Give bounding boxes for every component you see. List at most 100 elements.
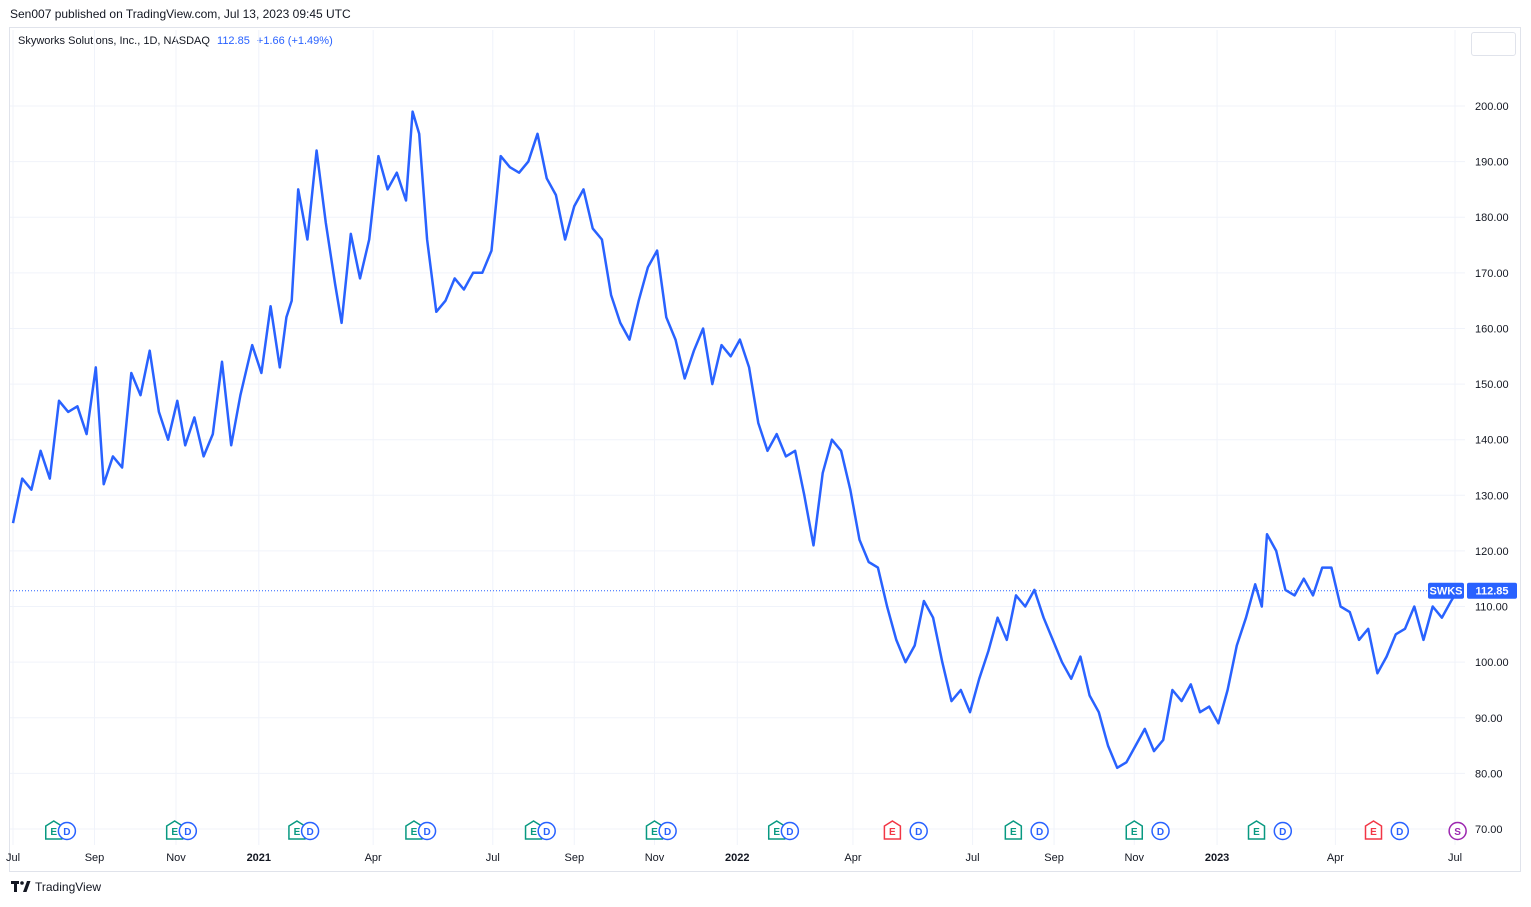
x-tick-label: 2023	[1205, 852, 1229, 864]
earnings-marker[interactable]: E	[44, 820, 63, 840]
dividend-marker[interactable]: D	[909, 821, 928, 841]
footer-brand: TradingView	[11, 880, 101, 894]
x-tick-label: Jul	[486, 852, 500, 864]
y-tick-label: 140.00	[1475, 435, 1509, 447]
footer-brand-label: TradingView	[35, 880, 102, 894]
event-label: D	[1036, 827, 1043, 838]
event-label: S	[1454, 827, 1461, 838]
split-marker[interactable]: S	[1448, 821, 1467, 841]
earnings-icon	[165, 820, 184, 840]
earnings-icon	[524, 820, 543, 840]
event-label: E	[50, 827, 57, 838]
y-tick-label: 150.00	[1475, 379, 1509, 391]
dividend-marker[interactable]: D	[57, 821, 77, 841]
earnings-icon	[645, 820, 664, 840]
y-tick-label: 180.00	[1475, 212, 1509, 224]
x-tick-label: Sep	[564, 852, 584, 864]
earnings-icon	[44, 820, 63, 840]
dividend-marker[interactable]: D	[537, 821, 556, 841]
dividend-marker[interactable]: D	[780, 821, 800, 841]
event-label: D	[543, 827, 550, 838]
earnings-marker[interactable]: E	[1004, 820, 1023, 840]
y-tick-label: 130.00	[1475, 490, 1509, 502]
dividend-icon	[178, 821, 198, 841]
x-tick-label: Jul	[1448, 852, 1462, 864]
earnings-icon	[767, 820, 786, 840]
earnings-marker[interactable]: E	[288, 820, 306, 840]
dividend-marker[interactable]: D	[417, 821, 437, 841]
x-tick-label: Apr	[844, 852, 861, 864]
chart-frame	[9, 27, 1521, 872]
dividend-icon	[780, 821, 800, 841]
dividend-marker[interactable]: D	[1030, 821, 1049, 841]
legend-price: 112.85	[217, 35, 250, 47]
event-label: D	[184, 827, 191, 838]
y-tick-label: 70.00	[1475, 824, 1503, 836]
x-tick-label: 2021	[247, 852, 271, 864]
dividend-icon	[417, 821, 437, 841]
x-tick-label: Sep	[85, 852, 105, 864]
x-tick-label: Sep	[1044, 852, 1064, 864]
event-label: E	[1370, 827, 1377, 838]
dividend-icon	[1273, 821, 1293, 841]
dividend-marker[interactable]: D	[300, 821, 320, 841]
dividend-icon	[1151, 821, 1170, 841]
earnings-marker[interactable]: E	[524, 820, 543, 840]
event-label: E	[1010, 827, 1017, 838]
x-tick-label: Nov	[1124, 852, 1144, 864]
y-tick-label: 160.00	[1475, 323, 1509, 335]
earnings-icon	[1247, 820, 1266, 840]
dividend-icon	[658, 821, 677, 841]
legend-symbol: Skyworks Solutions, Inc., 1D, NASDAQ	[18, 35, 210, 47]
event-label: E	[651, 827, 658, 838]
y-tick-label: 80.00	[1475, 768, 1503, 780]
y-tick-label: 170.00	[1475, 268, 1509, 280]
dividend-icon	[1390, 821, 1410, 841]
tradingview-logo-icon	[11, 881, 31, 892]
dividend-icon	[537, 821, 556, 841]
event-label: D	[786, 827, 793, 838]
price-tag	[1467, 582, 1517, 599]
earnings-marker[interactable]: E	[767, 820, 786, 840]
symbol-tag	[1428, 582, 1464, 599]
x-tick-label: Nov	[166, 852, 186, 864]
dividend-icon	[300, 821, 320, 841]
event-label: E	[294, 827, 301, 838]
event-label: E	[530, 827, 537, 838]
y-tick-label: 120.00	[1475, 546, 1509, 558]
y-tick-label: 90.00	[1475, 713, 1503, 725]
earnings-marker[interactable]: E	[883, 820, 902, 840]
event-label: E	[773, 827, 780, 838]
dividend-marker[interactable]: D	[1273, 821, 1293, 841]
y-tick-label: 190.00	[1475, 157, 1509, 169]
event-label: D	[664, 827, 671, 838]
chart-settings-box[interactable]	[1471, 32, 1516, 56]
dividend-marker[interactable]: D	[1151, 821, 1170, 841]
earnings-marker[interactable]: E	[405, 820, 423, 840]
earnings-marker[interactable]: E	[1125, 820, 1144, 840]
earnings-marker[interactable]: E	[1247, 820, 1266, 840]
grid	[10, 30, 1465, 845]
earnings-marker[interactable]: E	[645, 820, 664, 840]
earnings-marker[interactable]: E	[165, 820, 184, 840]
event-label: D	[306, 827, 313, 838]
event-label: D	[63, 827, 70, 838]
y-axis: 70.00 80.00 90.00 100.00 110.00 120.00 130.00 1…	[1475, 101, 1509, 836]
symbol-tag-label: SWKS	[1430, 586, 1463, 598]
earnings-marker[interactable]: E	[1364, 820, 1383, 840]
earnings-icon	[405, 820, 423, 840]
dividend-marker[interactable]: D	[1390, 821, 1410, 841]
event-label: E	[1253, 827, 1260, 838]
earnings-icon	[883, 820, 902, 840]
event-label: D	[1396, 827, 1403, 838]
event-label: D	[915, 827, 922, 838]
x-tick-label: Nov	[645, 852, 665, 864]
price-series-line	[11, 110, 1459, 770]
dividend-marker[interactable]: D	[178, 821, 198, 841]
legend-change: +1.66 (+1.49%)	[256, 35, 333, 47]
dividend-marker[interactable]: D	[658, 821, 677, 841]
event-label: D	[1279, 827, 1286, 838]
split-icon	[1448, 821, 1467, 841]
chart-legend: Skyworks Solutions, Inc., 1D, NASDAQ 112…	[18, 35, 333, 47]
